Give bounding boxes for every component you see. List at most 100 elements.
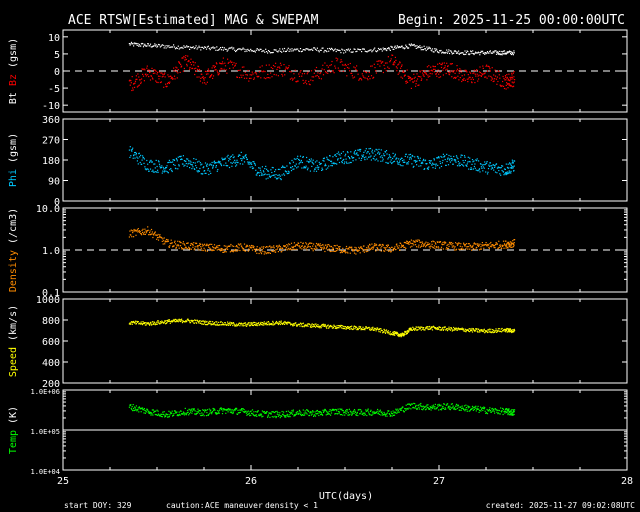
data-point: [205, 244, 208, 246]
data-point: [407, 331, 409, 333]
data-point: [478, 411, 480, 413]
data-point: [245, 323, 247, 325]
data-point: [265, 178, 267, 180]
data-point: [260, 174, 263, 176]
data-point: [369, 153, 371, 155]
data-point: [486, 331, 489, 334]
data-point: [471, 249, 473, 251]
data-point: [184, 244, 186, 246]
data-point: [248, 322, 250, 324]
data-point: [300, 412, 302, 414]
data-point: [288, 243, 290, 245]
data-point: [507, 163, 509, 165]
y-tick-label: 90: [48, 177, 60, 188]
data-point: [303, 166, 305, 168]
data-point: [447, 247, 450, 250]
data-point: [319, 49, 321, 51]
data-point: [421, 241, 423, 243]
data-point: [443, 328, 445, 330]
data-point: [373, 158, 375, 160]
data-point: [208, 47, 210, 49]
data-point: [486, 330, 488, 332]
data-point: [196, 245, 199, 247]
data-point: [207, 68, 209, 70]
data-point: [453, 155, 455, 158]
data-point: [235, 50, 237, 53]
data-point: [421, 408, 423, 410]
data-point: [184, 59, 186, 61]
data-point: [200, 49, 202, 51]
data-point: [229, 67, 231, 69]
data-point: [196, 161, 199, 163]
data-point: [378, 245, 380, 247]
data-point: [139, 322, 141, 324]
data-point: [170, 46, 172, 48]
data-point: [502, 53, 504, 55]
data-point: [173, 67, 175, 69]
data-point: [458, 50, 460, 52]
data-point: [204, 172, 206, 174]
data-point: [146, 231, 148, 233]
data-point: [355, 68, 357, 71]
data-point: [279, 412, 281, 414]
data-point: [317, 412, 319, 415]
data-point: [144, 233, 146, 235]
data-point: [256, 48, 258, 50]
data-point: [492, 164, 494, 166]
data-point: [469, 157, 471, 159]
data-point: [364, 412, 366, 414]
data-point: [320, 72, 322, 74]
data-point: [493, 52, 495, 54]
data-point: [185, 46, 187, 48]
data-point: [418, 84, 420, 86]
data-point: [235, 248, 237, 251]
data-point: [416, 240, 419, 242]
data-point: [129, 404, 131, 407]
data-point: [421, 78, 423, 80]
data-point: [131, 89, 133, 92]
data-point: [220, 247, 222, 250]
data-point: [297, 80, 299, 82]
data-point: [187, 158, 189, 160]
data-point: [393, 61, 396, 63]
data-point: [317, 72, 319, 74]
data-point: [444, 326, 446, 328]
data-point: [431, 246, 434, 248]
data-point: [420, 76, 422, 78]
data-point: [464, 69, 466, 71]
data-point: [240, 243, 242, 245]
data-point: [366, 152, 368, 154]
data-point: [177, 45, 179, 47]
data-point: [250, 77, 252, 79]
data-point: [505, 172, 507, 174]
data-point: [273, 247, 275, 249]
data-point: [493, 246, 495, 249]
data-point: [507, 167, 510, 169]
data-point: [235, 161, 237, 163]
data-point: [453, 50, 455, 52]
data-point: [351, 413, 353, 415]
data-point: [487, 65, 490, 67]
data-point: [161, 416, 163, 418]
data-point: [273, 245, 275, 247]
data-point: [345, 252, 347, 254]
data-point: [190, 248, 192, 250]
data-point: [491, 331, 493, 333]
data-point: [354, 328, 356, 330]
data-point: [265, 253, 267, 255]
data-point: [281, 73, 283, 75]
data-point: [135, 409, 137, 411]
data-point: [468, 328, 470, 330]
data-point: [143, 44, 145, 46]
data-point: [154, 69, 156, 71]
data-point: [148, 410, 150, 412]
data-point: [503, 77, 505, 80]
data-point: [410, 87, 412, 89]
data-point: [339, 414, 341, 416]
data-point: [217, 410, 219, 412]
data-point: [304, 410, 306, 412]
data-point: [449, 409, 451, 411]
data-point: [373, 411, 375, 413]
data-point: [499, 53, 501, 55]
